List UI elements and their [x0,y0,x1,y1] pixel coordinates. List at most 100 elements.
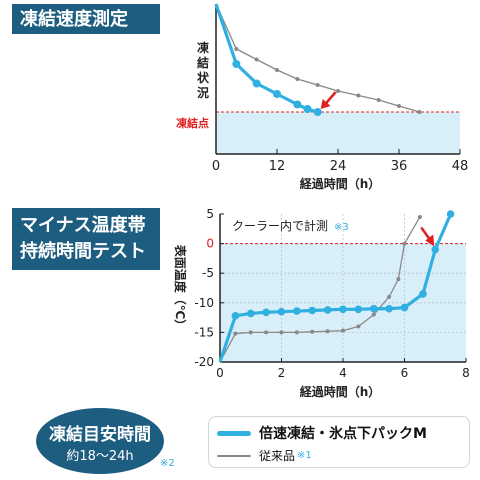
y-tick-label: -20 [194,355,214,369]
data-point-2 [396,277,401,282]
data-point-2 [417,214,422,219]
data-point-2 [275,68,279,72]
section-title-line2: 持続時間テスト [20,241,146,262]
y-tick-label: -5 [202,266,214,280]
data-point-2 [402,241,407,246]
measurement-note: クーラー内で計測 ※3 [232,218,349,233]
y-tick-label: 0 [206,237,214,251]
data-point-2 [294,330,299,335]
data-point-2 [325,329,330,334]
frozen-zone [216,112,460,154]
data-point-2 [233,331,238,336]
series-group [218,210,455,363]
data-point-1 [313,108,322,116]
x-tick-label: 6 [401,366,409,380]
badge-note: ※2 [160,458,175,469]
x-tick-label: 48 [452,159,469,174]
legend-label-series2: 従来品 [259,449,296,463]
data-point-2 [336,89,340,93]
legend-label-series1: 倍速凍結・氷点下パックM [259,426,427,442]
y-tick-label: -10 [194,296,214,310]
data-point-1 [339,305,347,314]
data-point-2 [417,110,422,114]
series-line-1 [218,213,453,363]
data-point-1 [369,304,378,313]
legend-swatch-series2 [217,454,251,457]
data-point-2 [234,47,239,51]
legend-item-series2: 従来品 ※1 [217,447,312,464]
x-tick-label: 0 [212,159,220,174]
x-ticks: 0 2 4 6 8 [216,358,470,380]
data-point-1 [262,308,270,317]
section-title-freezing-speed: 凍結速度測定 [12,4,160,34]
data-point-2 [254,57,259,62]
y-tick-label: -15 [194,325,214,339]
data-point-1 [354,305,363,314]
data-point-2 [295,77,300,81]
freezing-time-badge: 凍結目安時間 約18～24h [36,408,164,474]
x-ticks: 0 12 24 36 48 [212,149,468,174]
data-point-1 [323,306,332,314]
data-point-2 [387,294,392,299]
data-point-1 [277,307,286,316]
data-point-2 [356,324,361,329]
x-tick-label: 24 [330,159,347,174]
y-label-char: 結 [197,55,209,70]
x-tick-label: 8 [462,366,470,380]
measurement-note-ref: ※3 [334,222,349,233]
data-point-2 [248,330,253,335]
x-tick-label: 36 [391,159,408,174]
data-point-1 [400,303,409,312]
data-point-2 [356,93,361,98]
data-point-2 [371,312,376,317]
section-title-duration-test: マイナス温度帯 持続時間テスト [12,208,160,270]
legend-item-series1: 倍速凍結・氷点下パックM [217,423,427,443]
x-axis-label: 経過時間（h） [300,176,381,191]
data-point-2 [376,98,381,102]
data-point-2 [315,83,320,87]
x-tick-label: 4 [339,366,347,380]
data-point-1 [293,307,301,315]
y-axis-label: 凍結状況 [197,40,210,100]
x-tick-label: 12 [269,159,286,174]
data-point-2 [264,330,269,335]
freezing-point-label: 凍結点 [176,116,209,130]
y-label-char: 状 [197,70,210,85]
y-label-char: 凍 [197,40,210,55]
data-point-1 [252,79,261,88]
data-point-1 [293,100,302,109]
data-point-1 [303,105,312,113]
data-point-2 [341,328,345,333]
legend: 倍速凍結・氷点下パックM 従来品 ※1 [208,416,470,468]
x-axis-label: 経過時間（h） [300,384,381,399]
badge-subtitle: 約18～24h [66,449,134,464]
series-group [214,3,422,116]
data-point-1 [231,312,240,320]
data-point-2 [397,104,401,108]
data-point-1 [446,210,455,218]
data-point-2 [279,330,284,335]
freezing-speed-chart: 0 12 24 36 48 凍結状況 凍結点 経過時間（h） [176,3,468,191]
measurement-note-text: クーラー内で計測 [232,218,328,233]
warmup-arrow [420,226,435,247]
legend-swatch-series1 [217,430,251,436]
data-point-1 [308,306,317,315]
data-point-1 [232,60,241,68]
y-ticks: 5 0 -5 -10 -15 -20 [194,207,224,369]
data-point-2 [310,329,315,334]
y-axis-label: 表面温度（℃） [173,244,188,332]
data-point-1 [273,90,281,98]
badge-title: 凍結目安時間 [49,425,151,445]
section-title-line1: マイナス温度帯 [20,215,146,236]
y-tick-label: 5 [206,207,214,221]
y-label-char: 況 [197,85,209,100]
x-tick-label: 0 [216,366,224,380]
freeze-arrow [320,91,337,109]
data-point-1 [431,245,440,254]
data-point-1 [385,304,393,313]
x-tick-label: 2 [278,366,286,380]
data-point-1 [419,290,427,298]
arrow-head [425,234,435,247]
data-point-1 [246,309,255,318]
